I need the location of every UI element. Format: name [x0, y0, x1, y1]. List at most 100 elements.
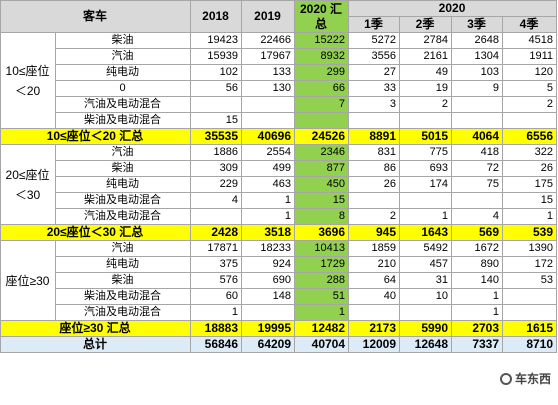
value-2018: 4: [190, 192, 243, 209]
table-row: 柴油及电动混合 15: [1, 112, 558, 129]
total-q2: 12648: [399, 336, 453, 353]
subtotal-row: 20≤座位＜30 汇总 2428 3518 3696 945 1643 569 539: [0, 224, 558, 241]
value-q2: [399, 112, 453, 129]
subtotal-2020-total: 3696: [294, 224, 350, 241]
value-2020-total: 8: [294, 208, 350, 225]
bus-sales-table: 客车 2018 2019 2020 汇总 2020 1季 2季 3季 4季 10…: [0, 0, 558, 353]
table-row: 10≤座位＜20 柴油 19423 22466 15222 5272 2784 2648 451…: [0, 32, 558, 129]
value-q4: 2: [502, 96, 558, 113]
value-2020-total: 2346: [294, 144, 350, 161]
value-q4: 1911: [502, 48, 558, 65]
value-q4: 1390: [502, 240, 558, 257]
value-q2: 2161: [399, 48, 453, 65]
value-q4: 172: [502, 256, 558, 273]
value-q3: 890: [451, 256, 504, 273]
subtotal-q1: 8891: [348, 128, 401, 145]
fuel-type-label: 柴油: [54, 272, 192, 289]
value-q3: 103: [451, 64, 504, 81]
fuel-type-label: 汽油及电动混合: [54, 208, 192, 225]
subtotal-label: 20≤座位＜30 汇总: [0, 224, 192, 241]
value-2020-total: 1: [294, 304, 350, 321]
table-body: 10≤座位＜20 柴油 19423 22466 15222 5272 2784 2648 451…: [0, 32, 558, 353]
value-2018: 1: [190, 304, 243, 321]
value-q3: 1: [451, 304, 504, 321]
value-q4: 175: [502, 176, 558, 193]
subtotal-label: 座位≥30 汇总: [0, 320, 192, 337]
table-row: 纯电动 229 463 450 26 174 75 175: [1, 176, 558, 193]
table-row: 柴油及电动混合 60 148 51 40 10 1: [1, 288, 558, 305]
value-2019: 1: [241, 192, 296, 209]
subtotal-row: 10≤座位＜20 汇总 35535 40696 24526 8891 5015 4064 65…: [0, 128, 558, 145]
value-q1: 27: [348, 64, 401, 81]
subtotal-row: 座位≥30 汇总 18883 19995 12482 2173 5990 2703 1615: [0, 320, 558, 337]
header-category: 客车: [0, 0, 192, 33]
value-q2: 31: [399, 272, 453, 289]
value-2020-total: 15222: [294, 32, 350, 49]
subtotal-q3: 569: [451, 224, 504, 241]
fuel-type-label: 柴油及电动混合: [54, 288, 192, 305]
value-2018: [190, 208, 243, 225]
value-q2: 19: [399, 80, 453, 97]
value-q2: 49: [399, 64, 453, 81]
value-q2: [399, 304, 453, 321]
value-q1: 3: [348, 96, 401, 113]
subtotal-q2: 5990: [399, 320, 453, 337]
subtotal-2020-total: 24526: [294, 128, 350, 145]
value-2018: 15939: [190, 48, 243, 65]
value-q1: 5272: [348, 32, 401, 49]
fuel-type-label: 纯电动: [54, 176, 192, 193]
value-2020-total: 7: [294, 96, 350, 113]
value-q1: 3556: [348, 48, 401, 65]
value-q3: 1304: [451, 48, 504, 65]
value-q1: 64: [348, 272, 401, 289]
subtotal-2018: 2428: [190, 224, 243, 241]
watermark-text: 车东西: [514, 372, 551, 386]
value-q2: 2784: [399, 32, 453, 49]
value-q3: 2648: [451, 32, 504, 49]
total-q3: 7337: [451, 336, 504, 353]
value-q4: 120: [502, 64, 558, 81]
table-row: 柴油 576 690 288 64 31 140 53: [1, 272, 558, 289]
value-2020-total: [294, 112, 350, 129]
value-2019: [241, 304, 296, 321]
table-row: 汽油及电动混合 1 1 1: [1, 304, 558, 321]
value-2018: 1886: [190, 144, 243, 161]
value-q4: [502, 288, 558, 305]
value-2019: 22466: [241, 32, 296, 49]
subtotal-2019: 3518: [241, 224, 296, 241]
table-row: 20≤座位＜30 汽油 1886 2554 2346 831 775 418 322: [0, 144, 558, 225]
total-label: 总计: [0, 336, 192, 353]
total-q4: 8710: [502, 336, 558, 353]
value-2019: 148: [241, 288, 296, 305]
fuel-type-label: 柴油及电动混合: [54, 192, 192, 209]
subtotal-q3: 2703: [451, 320, 504, 337]
value-q1: 831: [348, 144, 401, 161]
value-2018: 60: [190, 288, 243, 305]
value-q4: [502, 112, 558, 129]
value-q3: 1672: [451, 240, 504, 257]
value-q3: 418: [451, 144, 504, 161]
subtotal-label: 10≤座位＜20 汇总: [0, 128, 192, 145]
value-q2: 457: [399, 256, 453, 273]
total-row: 总计 56846 64209 40704 12009 12648 7337 8710: [0, 336, 558, 353]
table-row: 柴油及电动混合 4 1 15 15: [1, 192, 558, 209]
watermark-logo-icon: [499, 372, 512, 385]
value-q1: 1859: [348, 240, 401, 257]
value-q2: 2: [399, 96, 453, 113]
value-2020-total: 1729: [294, 256, 350, 273]
value-2019: 18233: [241, 240, 296, 257]
value-2019: [241, 96, 296, 113]
total-2018: 56846: [190, 336, 243, 353]
value-2019: [241, 112, 296, 129]
value-q2: 1: [399, 208, 453, 225]
total-q1: 12009: [348, 336, 401, 353]
table-row: 柴油 309 499 877 86 693 72 26: [1, 160, 558, 177]
value-q1: 210: [348, 256, 401, 273]
group-label: 20≤座位＜30: [0, 144, 56, 225]
value-q3: 75: [451, 176, 504, 193]
fuel-type-label: 汽油: [54, 144, 192, 161]
value-2020-total: 288: [294, 272, 350, 289]
subtotal-2018: 35535: [190, 128, 243, 145]
value-q3: 72: [451, 160, 504, 177]
subtotal-q2: 1643: [399, 224, 453, 241]
